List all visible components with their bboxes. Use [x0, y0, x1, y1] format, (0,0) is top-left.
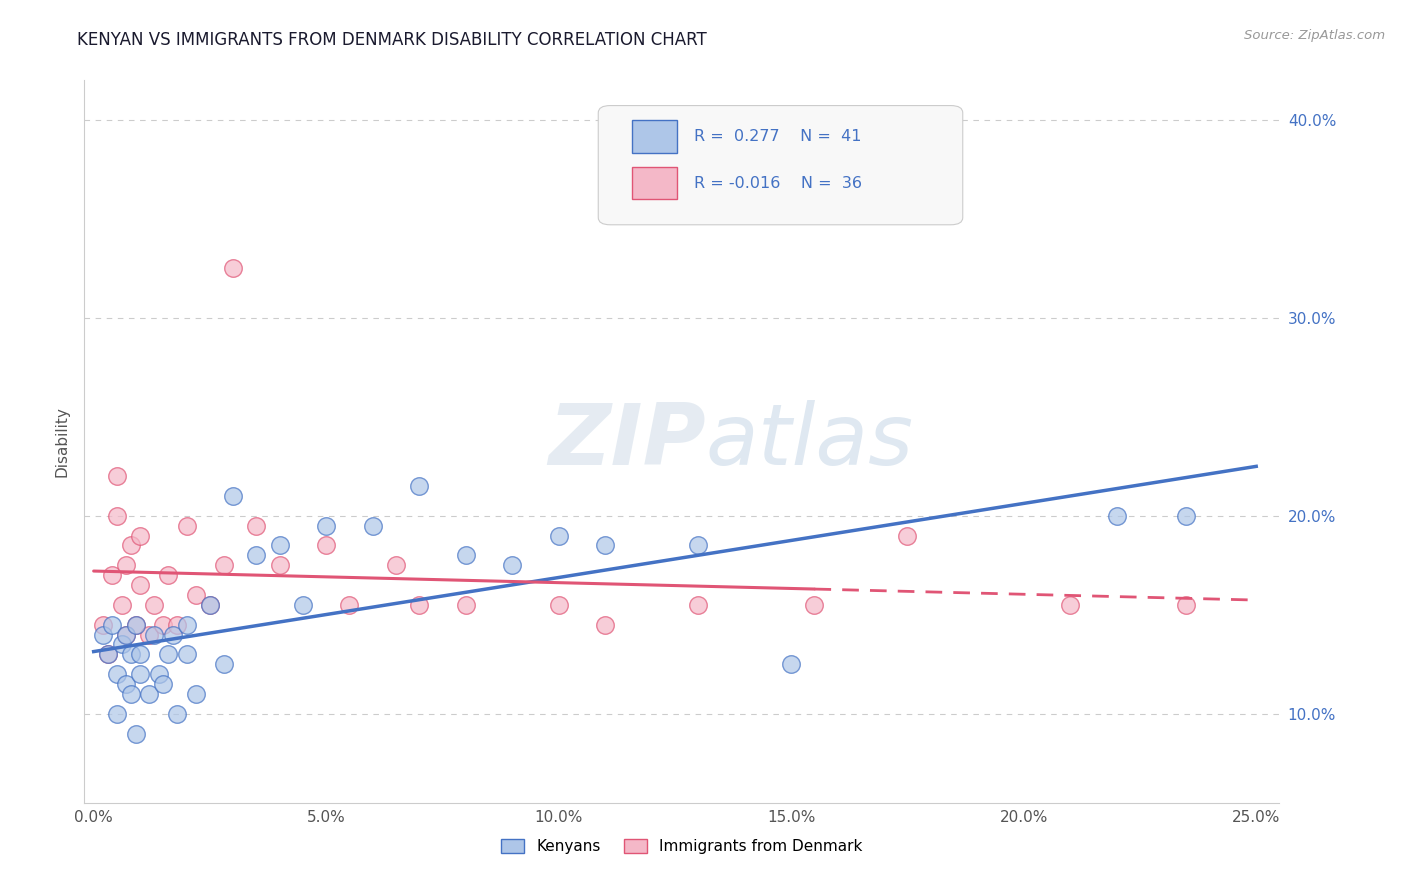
Point: [245, 518, 267, 533]
Point: [105, 706, 128, 721]
Point: [593, 617, 616, 632]
Point: [129, 528, 152, 542]
Point: [138, 687, 160, 701]
Point: [105, 469, 128, 483]
Point: [120, 687, 142, 701]
Point: [115, 627, 138, 641]
Point: [408, 479, 430, 493]
Point: [176, 518, 198, 533]
Point: [688, 539, 710, 553]
Point: [212, 558, 235, 573]
Point: [212, 657, 235, 672]
Point: [148, 667, 170, 681]
Point: [1175, 598, 1198, 612]
Point: [162, 627, 184, 641]
Text: atlas: atlas: [706, 400, 914, 483]
Point: [152, 677, 174, 691]
Y-axis label: Disability: Disability: [53, 406, 69, 477]
Point: [269, 558, 291, 573]
Point: [245, 549, 267, 563]
Point: [176, 617, 198, 632]
Text: ZIP: ZIP: [548, 400, 706, 483]
Text: R = -0.016    N =  36: R = -0.016 N = 36: [695, 176, 862, 191]
Point: [291, 598, 314, 612]
Point: [105, 667, 128, 681]
Point: [157, 568, 180, 582]
Text: Source: ZipAtlas.com: Source: ZipAtlas.com: [1244, 29, 1385, 42]
Point: [129, 648, 152, 662]
Point: [547, 528, 569, 542]
Point: [129, 578, 152, 592]
Point: [143, 598, 166, 612]
Point: [222, 489, 245, 503]
Point: [115, 677, 138, 691]
Point: [315, 518, 337, 533]
Point: [688, 598, 710, 612]
Point: [101, 617, 124, 632]
Point: [91, 627, 114, 641]
Point: [269, 539, 291, 553]
Point: [222, 261, 245, 276]
Point: [129, 667, 152, 681]
Point: [101, 568, 124, 582]
Point: [547, 598, 569, 612]
Point: [593, 539, 616, 553]
Point: [1105, 508, 1128, 523]
Point: [501, 558, 523, 573]
Text: KENYAN VS IMMIGRANTS FROM DENMARK DISABILITY CORRELATION CHART: KENYAN VS IMMIGRANTS FROM DENMARK DISABI…: [77, 31, 707, 49]
Point: [152, 617, 174, 632]
Point: [198, 598, 221, 612]
Point: [339, 598, 361, 612]
FancyBboxPatch shape: [599, 105, 963, 225]
Point: [120, 648, 142, 662]
Point: [110, 637, 132, 651]
Point: [143, 627, 166, 641]
Point: [1175, 508, 1198, 523]
Point: [124, 726, 146, 740]
Point: [97, 648, 120, 662]
Point: [115, 627, 138, 641]
Point: [105, 508, 128, 523]
Point: [157, 648, 180, 662]
Point: [110, 598, 132, 612]
Point: [115, 558, 138, 573]
Point: [896, 528, 918, 542]
Point: [124, 617, 146, 632]
Point: [198, 598, 221, 612]
Point: [454, 549, 477, 563]
Point: [138, 627, 160, 641]
FancyBboxPatch shape: [631, 120, 678, 153]
Text: R =  0.277    N =  41: R = 0.277 N = 41: [695, 129, 862, 145]
Point: [120, 539, 142, 553]
Point: [1059, 598, 1081, 612]
Point: [176, 648, 198, 662]
Point: [124, 617, 146, 632]
FancyBboxPatch shape: [631, 167, 678, 200]
Point: [184, 687, 207, 701]
Point: [385, 558, 408, 573]
Point: [166, 706, 188, 721]
Point: [803, 598, 825, 612]
Legend: Kenyans, Immigrants from Denmark: Kenyans, Immigrants from Denmark: [495, 833, 869, 860]
Point: [97, 648, 120, 662]
Point: [361, 518, 384, 533]
Point: [780, 657, 803, 672]
Point: [315, 539, 337, 553]
Point: [166, 617, 188, 632]
Point: [91, 617, 114, 632]
Point: [408, 598, 430, 612]
Point: [184, 588, 207, 602]
Point: [454, 598, 477, 612]
